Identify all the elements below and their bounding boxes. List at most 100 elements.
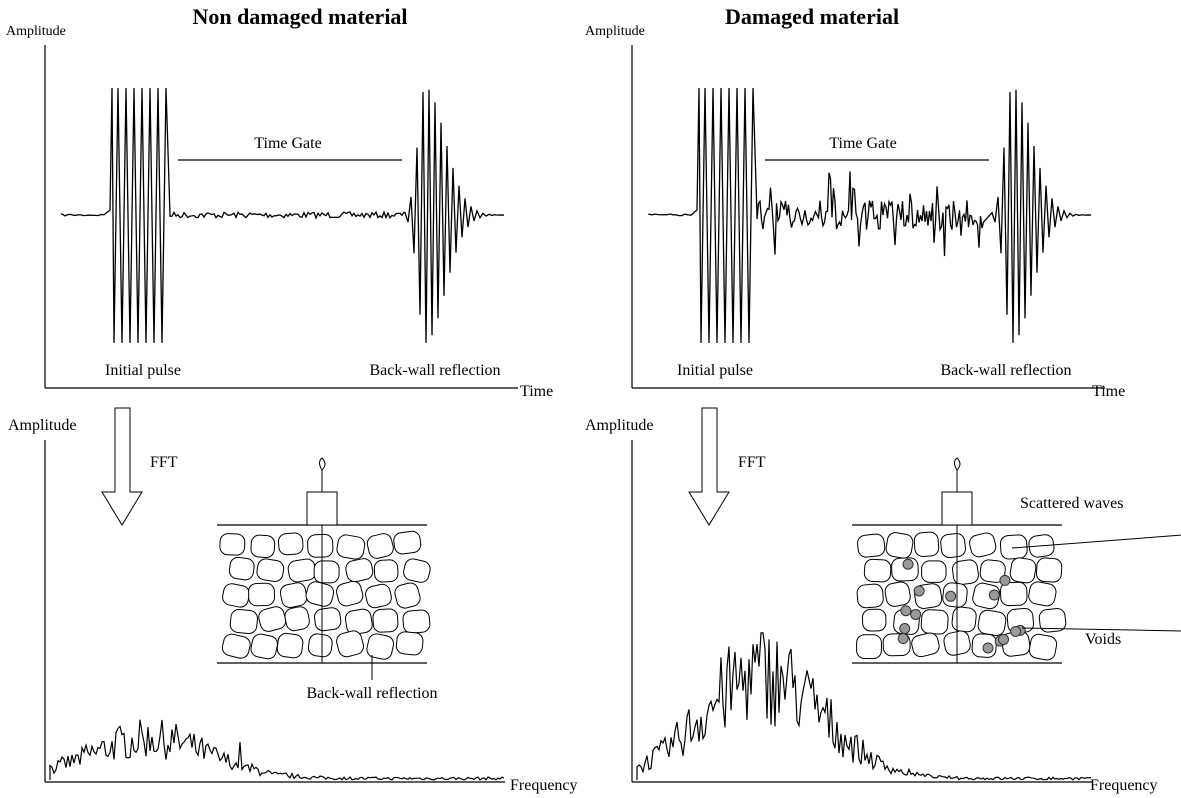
grain: [307, 533, 334, 558]
grain: [969, 532, 997, 558]
grain: [977, 609, 1007, 637]
grain: [1028, 633, 1058, 661]
time-signal: [61, 87, 505, 344]
reflection-label: Back-wall reflection: [369, 362, 500, 379]
pointer: [1011, 534, 1181, 549]
grain: [862, 608, 887, 632]
void: [899, 622, 911, 634]
x-label: Frequency: [1090, 777, 1158, 794]
void: [902, 558, 914, 570]
grain: [1035, 557, 1063, 583]
panel-title: Non damaged material: [192, 4, 407, 29]
schematic-label: Back-wall reflection: [306, 685, 437, 702]
grain: [336, 580, 364, 607]
void: [998, 633, 1010, 645]
grain: [344, 608, 373, 635]
grain: [1009, 557, 1037, 584]
grain: [284, 606, 310, 632]
grain: [336, 630, 364, 658]
fft-arrow: [688, 407, 730, 526]
x-label: Frequency: [510, 777, 578, 794]
grain: [345, 558, 374, 583]
grain: [365, 583, 392, 609]
void: [1010, 625, 1022, 637]
grain: [256, 558, 285, 583]
grain: [913, 531, 940, 557]
panel-title: Damaged material: [725, 4, 899, 29]
grain: [307, 633, 333, 658]
grain: [951, 606, 977, 633]
fft-label: FFT: [738, 454, 766, 471]
reflection-label: Back-wall reflection: [940, 362, 1071, 379]
gate-label: Time Gate: [254, 135, 321, 152]
x-label: Time: [520, 383, 553, 400]
grain: [920, 609, 949, 635]
y-label: Amplitude: [585, 417, 653, 434]
grain: [222, 583, 250, 608]
void: [945, 590, 957, 602]
grain: [885, 532, 914, 559]
grain: [395, 631, 424, 656]
grain: [884, 581, 911, 607]
grain: [250, 534, 276, 558]
grain: [856, 583, 884, 609]
grain: [219, 533, 246, 556]
grain: [221, 633, 251, 659]
void: [999, 574, 1011, 586]
y-label: Amplitude: [6, 24, 66, 39]
transducer: [941, 491, 973, 526]
void: [900, 605, 912, 617]
grain: [314, 607, 342, 632]
grain: [305, 581, 335, 607]
grain: [911, 632, 940, 658]
void: [897, 633, 909, 645]
y-label: Amplitude: [585, 24, 645, 39]
grain: [366, 533, 394, 559]
cable: [954, 457, 961, 492]
void: [910, 608, 922, 620]
grain: [393, 530, 422, 555]
void: [988, 589, 1000, 601]
grain: [394, 582, 421, 609]
y-label: Amplitude: [8, 417, 76, 434]
grain: [336, 534, 366, 560]
time-signal: [648, 87, 1092, 344]
grain: [373, 559, 399, 583]
grain: [228, 556, 255, 581]
cable: [319, 457, 326, 492]
grain: [857, 533, 886, 558]
x-label: Time: [1092, 383, 1125, 400]
fft-arrow: [101, 407, 143, 526]
panel: Non damaged material Amplitude Time Gate…: [6, 4, 578, 794]
grain: [972, 582, 1001, 610]
grain: [1028, 581, 1057, 607]
pulse-label: Initial pulse: [677, 362, 753, 379]
fft-label: FFT: [150, 454, 178, 471]
grain: [313, 560, 340, 584]
grain: [940, 533, 966, 559]
grain: [287, 558, 317, 583]
pulse-label: Initial pulse: [105, 362, 181, 379]
grain: [279, 582, 308, 609]
grain: [258, 606, 287, 632]
transducer: [306, 491, 338, 526]
gate-label: Time Gate: [829, 135, 896, 152]
panel: Damaged material Amplitude Time Gate Ini…: [585, 4, 1181, 794]
grain: [951, 559, 979, 585]
grain: [863, 558, 892, 583]
grain: [1038, 608, 1067, 633]
grain: [1000, 581, 1028, 607]
voids-label: Voids: [1085, 631, 1121, 648]
spectrum: [49, 719, 505, 781]
grain: [403, 558, 431, 583]
grain: [402, 609, 431, 634]
void: [913, 585, 925, 597]
grain: [229, 609, 258, 634]
grain: [372, 608, 399, 633]
grain: [979, 559, 1006, 583]
grain: [999, 534, 1028, 560]
void: [982, 642, 994, 654]
grain: [366, 633, 395, 660]
spectrum: [636, 632, 1092, 781]
